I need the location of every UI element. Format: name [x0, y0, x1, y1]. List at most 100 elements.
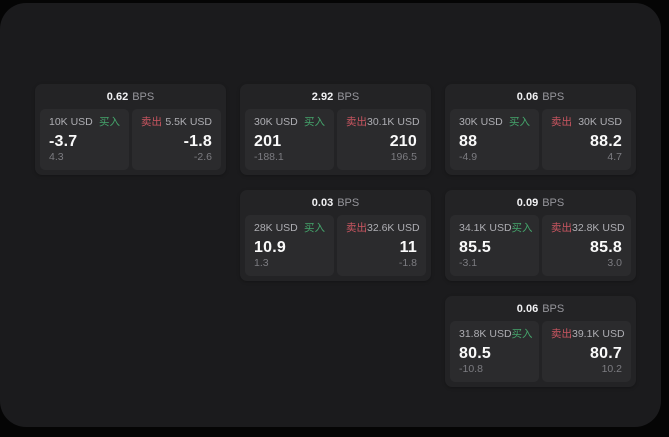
bps-unit: BPS — [337, 196, 360, 209]
buy-top-row: 30K USD 买入 — [459, 116, 530, 129]
buy-change: -3.1 — [459, 257, 478, 269]
buy-amount: 31.8K USD — [459, 328, 512, 340]
sell-label: 卖出 — [141, 116, 162, 128]
sell-top-row: 卖出 39.1K USD — [551, 328, 625, 341]
sell-price: 88.2 — [590, 133, 622, 150]
buy-label: 买入 — [509, 116, 530, 128]
sell-price: 11 — [399, 239, 417, 256]
card-header: 0.06 BPS — [445, 84, 636, 107]
buy-amount: 28K USD — [254, 222, 298, 234]
sell-change: 10.2 — [601, 363, 622, 375]
buy-change: -4.9 — [459, 151, 478, 163]
buy-price: 10.9 — [254, 239, 286, 256]
panels: 28K USD 买入 10.9 1.3 卖出 32.6K USD 11 -1.8 — [240, 213, 431, 281]
sell-change: 4.7 — [607, 151, 622, 163]
sell-price: 85.8 — [590, 239, 622, 256]
buy-amount: 10K USD — [49, 116, 93, 128]
buy-change: 1.3 — [254, 257, 269, 269]
sell-amount: 39.1K USD — [572, 328, 625, 340]
sell-change: -2.6 — [193, 151, 212, 163]
sell-panel[interactable]: 卖出 30K USD 88.2 4.7 — [542, 109, 631, 170]
sell-label: 卖出 — [346, 222, 367, 234]
sell-top-row: 卖出 30K USD — [551, 116, 622, 129]
buy-label: 买入 — [511, 328, 533, 340]
buy-amount: 30K USD — [254, 116, 298, 128]
quote-card: 0.62 BPS 10K USD 买入 -3.7 4.3 卖出 5.5K USD — [35, 84, 226, 175]
sell-price: 210 — [389, 133, 417, 150]
quote-card-grid: 0.62 BPS 10K USD 买入 -3.7 4.3 卖出 5.5K USD — [35, 84, 636, 387]
buy-panel[interactable]: 31.8K USD 买入 80.5 -10.8 — [450, 321, 539, 382]
bps-value: 0.09 — [516, 196, 539, 209]
buy-label: 买入 — [304, 116, 325, 128]
sell-price: -1.8 — [183, 133, 212, 150]
sell-label: 卖出 — [346, 116, 367, 128]
buy-change: 4.3 — [49, 151, 64, 163]
sell-change: 196.5 — [390, 151, 417, 163]
sell-panel[interactable]: 卖出 32.8K USD 85.8 3.0 — [542, 215, 631, 276]
bps-unit: BPS — [542, 90, 565, 103]
bps-unit: BPS — [542, 196, 565, 209]
quote-card: 0.03 BPS 28K USD 买入 10.9 1.3 卖出 32.6K US… — [240, 190, 431, 281]
quote-card: 0.09 BPS 34.1K USD 买入 85.5 -3.1 卖出 32.8K… — [445, 190, 636, 281]
buy-panel[interactable]: 30K USD 买入 88 -4.9 — [450, 109, 539, 170]
sell-label: 卖出 — [551, 116, 572, 128]
bps-value: 0.62 — [106, 90, 129, 103]
buy-top-row: 31.8K USD 买入 — [459, 328, 533, 341]
sell-price: 80.7 — [590, 345, 622, 362]
sell-label: 卖出 — [551, 222, 572, 234]
bps-value: 0.06 — [516, 90, 539, 103]
quote-card: 0.06 BPS 30K USD 买入 88 -4.9 卖出 30K USD — [445, 84, 636, 175]
buy-price: 85.5 — [459, 239, 491, 256]
bps-value: 0.03 — [311, 196, 334, 209]
sell-panel[interactable]: 卖出 30.1K USD 210 196.5 — [337, 109, 426, 170]
buy-price: 201 — [254, 133, 282, 150]
sell-panel[interactable]: 卖出 32.6K USD 11 -1.8 — [337, 215, 426, 276]
buy-amount: 34.1K USD — [459, 222, 512, 234]
quote-card: 2.92 BPS 30K USD 买入 201 -188.1 卖出 30.1K … — [240, 84, 431, 175]
panels: 31.8K USD 买入 80.5 -10.8 卖出 39.1K USD 80.… — [445, 319, 636, 387]
sell-panel[interactable]: 卖出 39.1K USD 80.7 10.2 — [542, 321, 631, 382]
panels: 10K USD 买入 -3.7 4.3 卖出 5.5K USD -1.8 -2.… — [35, 107, 226, 175]
buy-price: 80.5 — [459, 345, 491, 362]
bps-value: 2.92 — [311, 90, 334, 103]
buy-price: -3.7 — [49, 133, 78, 150]
card-header: 0.03 BPS — [240, 190, 431, 213]
buy-top-row: 34.1K USD 买入 — [459, 222, 533, 235]
card-header: 0.06 BPS — [445, 296, 636, 319]
card-header: 0.09 BPS — [445, 190, 636, 213]
panels: 30K USD 买入 88 -4.9 卖出 30K USD 88.2 4.7 — [445, 107, 636, 175]
buy-panel[interactable]: 30K USD 买入 201 -188.1 — [245, 109, 334, 170]
sell-label: 卖出 — [551, 328, 572, 340]
card-header: 2.92 BPS — [240, 84, 431, 107]
buy-panel[interactable]: 28K USD 买入 10.9 1.3 — [245, 215, 334, 276]
card-header: 0.62 BPS — [35, 84, 226, 107]
buy-panel[interactable]: 10K USD 买入 -3.7 4.3 — [40, 109, 129, 170]
bps-unit: BPS — [337, 90, 360, 103]
buy-label: 买入 — [511, 222, 533, 234]
sell-change: -1.8 — [398, 257, 417, 269]
buy-panel[interactable]: 34.1K USD 买入 85.5 -3.1 — [450, 215, 539, 276]
buy-top-row: 30K USD 买入 — [254, 116, 325, 129]
sell-amount: 32.8K USD — [572, 222, 625, 234]
quote-card: 0.06 BPS 31.8K USD 买入 80.5 -10.8 卖出 39.1… — [445, 296, 636, 387]
buy-label: 买入 — [99, 116, 120, 128]
sell-top-row: 卖出 32.8K USD — [551, 222, 625, 235]
sell-top-row: 卖出 5.5K USD — [141, 116, 212, 129]
panels: 30K USD 买入 201 -188.1 卖出 30.1K USD 210 1… — [240, 107, 431, 175]
sell-top-row: 卖出 30.1K USD — [346, 116, 420, 129]
sell-amount: 30K USD — [578, 116, 622, 128]
buy-price: 88 — [459, 133, 478, 150]
buy-top-row: 10K USD 买入 — [49, 116, 120, 129]
buy-label: 买入 — [304, 222, 325, 234]
buy-amount: 30K USD — [459, 116, 503, 128]
sell-panel[interactable]: 卖出 5.5K USD -1.8 -2.6 — [132, 109, 221, 170]
buy-change: -188.1 — [254, 151, 284, 163]
app-window: 0.62 BPS 10K USD 买入 -3.7 4.3 卖出 5.5K USD — [0, 3, 661, 427]
panels: 34.1K USD 买入 85.5 -3.1 卖出 32.8K USD 85.8… — [445, 213, 636, 281]
sell-top-row: 卖出 32.6K USD — [346, 222, 420, 235]
bps-unit: BPS — [132, 90, 155, 103]
sell-change: 3.0 — [607, 257, 622, 269]
bps-unit: BPS — [542, 302, 565, 315]
sell-amount: 32.6K USD — [367, 222, 420, 234]
sell-amount: 30.1K USD — [367, 116, 420, 128]
